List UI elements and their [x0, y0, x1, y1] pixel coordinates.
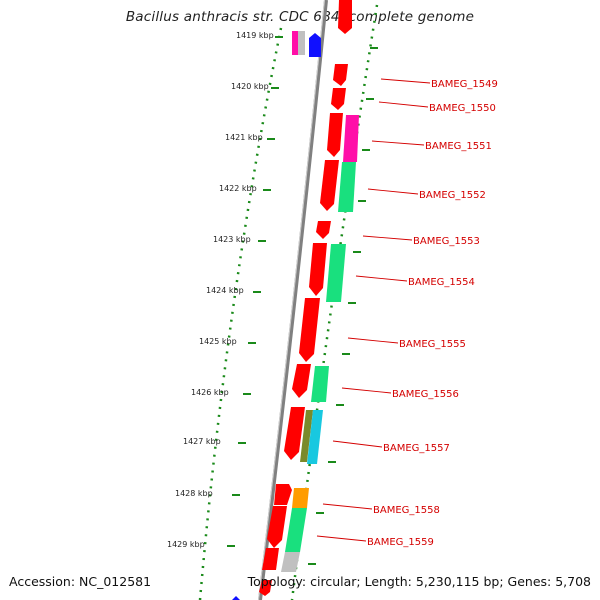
gene-label: BAMEG_1559 — [367, 537, 434, 548]
genome-backbone — [258, 0, 328, 600]
genome-backbone-highlight — [258, 0, 325, 600]
cog-gene — [307, 410, 323, 464]
kbp-label: 1421 kbp — [225, 133, 263, 142]
gene-arrow — [292, 364, 311, 398]
gene-arrow — [274, 484, 292, 505]
topology-text: Topology: circular; Length: 5,230,115 bp… — [247, 574, 591, 589]
gene-label: BAMEG_1557 — [383, 443, 450, 454]
cog-gene — [311, 366, 329, 402]
gene-arrow — [299, 298, 320, 362]
kbp-label: 1422 kbp — [219, 184, 257, 193]
gene-label: BAMEG_1554 — [408, 277, 475, 288]
gene-arrow — [316, 221, 331, 239]
gene-arrow — [267, 506, 287, 548]
kbp-label: 1423 kbp — [213, 235, 251, 244]
cog-gene — [343, 115, 359, 162]
kbp-label: 1420 kbp — [231, 82, 269, 91]
gene-arrow — [259, 580, 272, 596]
gene-label: BAMEG_1552 — [419, 190, 486, 201]
gene-arrow — [320, 160, 339, 211]
accession-text: Accession: NC_012581 — [9, 574, 152, 589]
kbp-label: 1419 kbp — [236, 31, 274, 40]
kbp-label: 1426 kbp — [191, 388, 229, 397]
gene-label: BAMEG_1555 — [399, 339, 466, 350]
gene-arrows — [259, 0, 352, 596]
gene-label: BAMEG_1553 — [413, 236, 480, 247]
cog-gene — [300, 410, 313, 462]
kbp-label: 1427 kbp — [183, 437, 221, 446]
cog-gene — [309, 33, 321, 57]
cog-gene — [298, 31, 305, 55]
kbp-label: 1429 kbp — [167, 540, 205, 549]
scale-ticks — [227, 36, 378, 565]
cog-gene — [281, 552, 300, 572]
gene-arrow — [331, 88, 346, 110]
gene-label: BAMEG_1551 — [425, 141, 492, 152]
gene-label: BAMEG_1550 — [429, 103, 496, 114]
gene-label: BAMEG_1556 — [392, 389, 459, 400]
cog-gene — [292, 488, 309, 508]
gene-arrow — [338, 0, 352, 34]
gene-labels: BAMEG_1549 BAMEG_1550 BAMEG_1551 BAMEG_1… — [367, 79, 498, 548]
cog-gene — [338, 162, 356, 212]
kbp-label: 1425 kbp — [199, 337, 237, 346]
gene-arrow — [284, 407, 305, 460]
cog-gene — [292, 31, 298, 55]
cog-gene — [285, 508, 307, 552]
gene-label: BAMEG_1549 — [431, 79, 498, 90]
map-title: Bacillus anthracis str. CDC 684, complet… — [125, 9, 475, 25]
scale-labels: 1419 kbp 1420 kbp 1421 kbp 1422 kbp 1423… — [167, 31, 274, 549]
cog-gene — [232, 596, 240, 600]
cog-genes — [232, 31, 359, 600]
gene-arrow — [262, 548, 279, 570]
gene-arrow — [333, 64, 348, 86]
label-leaders — [316, 78, 431, 542]
gene-arrow — [309, 243, 327, 296]
kbp-label: 1424 kbp — [206, 286, 244, 295]
gene-label: BAMEG_1558 — [373, 505, 440, 516]
cog-gene — [326, 244, 346, 302]
gene-arrow — [327, 113, 343, 157]
kbp-label: 1428 kbp — [175, 489, 213, 498]
